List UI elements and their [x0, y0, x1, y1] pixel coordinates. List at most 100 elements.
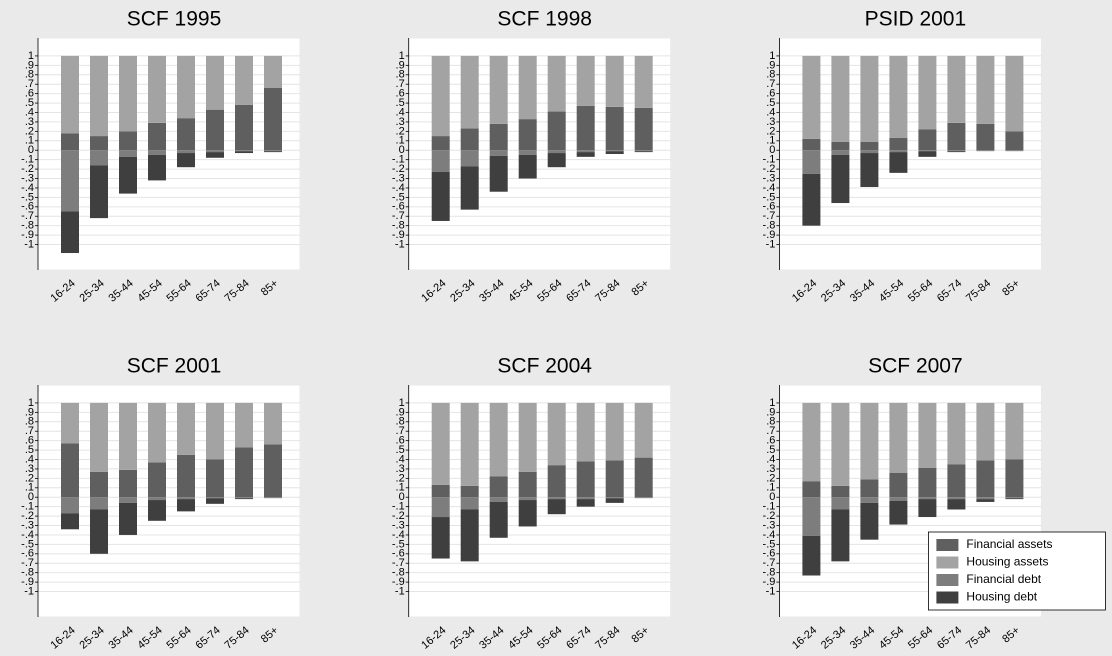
y-tick-label: -.3 — [763, 519, 776, 531]
bar-segment — [831, 509, 850, 562]
bar-segment — [489, 501, 508, 538]
bar-segment — [918, 499, 937, 518]
x-tick-label: 55-64 — [535, 277, 564, 304]
bar-segment — [518, 497, 537, 501]
x-tick-label: 35-44 — [848, 624, 877, 651]
bar-segment — [460, 55, 479, 129]
bar-segment — [460, 166, 479, 210]
bar-segment — [860, 55, 879, 142]
y-tick-label: .3 — [396, 116, 405, 128]
y-tick-label: -.3 — [21, 519, 34, 531]
bar-segment — [119, 131, 137, 151]
bar-segment — [177, 499, 195, 512]
bar-segment — [860, 497, 879, 503]
bar-segment — [1005, 131, 1024, 151]
y-tick-label: -.2 — [21, 510, 34, 522]
bar-segment — [206, 109, 224, 151]
x-tick-label: 35-44 — [107, 277, 136, 304]
x-tick-label: 16-24 — [419, 277, 448, 304]
y-tick-label: -.2 — [763, 163, 776, 175]
bar-segment — [119, 402, 137, 470]
x-tick-label: 55-64 — [906, 624, 935, 651]
bar-segment — [177, 454, 195, 498]
bar-segment — [460, 402, 479, 486]
y-tick-label: -.3 — [21, 172, 34, 184]
chart-title: SCF 1995 — [127, 8, 222, 31]
y-tick-label: -.3 — [763, 172, 776, 184]
bar-segment — [235, 55, 253, 105]
bar-segment — [206, 152, 224, 158]
bar-segment — [976, 55, 995, 124]
y-tick-label: .8 — [396, 69, 405, 81]
y-tick-label: -.6 — [21, 548, 34, 560]
bar-segment — [206, 498, 224, 504]
bar-segment — [976, 460, 995, 498]
x-tick-label: 45-54 — [506, 624, 535, 651]
plot-area — [778, 37, 1042, 271]
bar-segment — [918, 55, 937, 130]
y-tick-label: .7 — [396, 425, 405, 437]
bar-segment — [634, 55, 653, 108]
bar-segment — [264, 151, 282, 153]
bar-segment — [918, 467, 937, 498]
bar-segment — [119, 150, 137, 157]
bar-segment — [518, 154, 537, 179]
bar-segment — [431, 402, 450, 485]
bar-segment — [802, 535, 821, 576]
y-tick-label: -.4 — [392, 182, 405, 194]
bar-segment — [802, 55, 821, 139]
plot-area — [37, 384, 301, 618]
y-tick-label: -.1 — [392, 154, 405, 166]
plot-area — [408, 384, 672, 618]
y-tick-label: .7 — [766, 78, 775, 90]
chart-title: SCF 1998 — [497, 8, 592, 31]
bar-segment — [889, 402, 908, 473]
bar-segment — [489, 155, 508, 192]
y-tick-label: .5 — [766, 97, 775, 109]
y-tick-label: -.4 — [763, 529, 776, 541]
y-tick-label: 1 — [769, 50, 775, 62]
bar-segment — [976, 150, 995, 152]
y-tick-label: -1 — [766, 585, 776, 597]
bar-segment — [918, 150, 937, 152]
bar-segment — [460, 509, 479, 562]
y-tick-label: -.6 — [763, 201, 776, 213]
bar-segment — [918, 129, 937, 151]
y-tick-label: -.1 — [763, 154, 776, 166]
y-tick-label: .9 — [396, 59, 405, 71]
y-tick-label: .8 — [766, 416, 775, 428]
bar-segment — [576, 152, 595, 157]
bar-segment — [802, 481, 821, 498]
bar-segment — [235, 150, 253, 152]
bar-segment — [206, 459, 224, 498]
bar-segment — [148, 402, 166, 463]
y-tick-label: -1 — [766, 238, 776, 250]
bar-segment — [889, 501, 908, 525]
bar-segment — [177, 153, 195, 168]
y-tick-label: .9 — [766, 406, 775, 418]
y-tick-label: -.5 — [763, 538, 776, 550]
y-tick-label: -.7 — [392, 557, 405, 569]
bar-segment — [518, 471, 537, 498]
y-tick-label: .2 — [766, 472, 775, 484]
bar-segment — [634, 457, 653, 498]
x-tick-label: 16-24 — [790, 624, 819, 651]
bar-segment — [976, 499, 995, 502]
bar-segment — [148, 500, 166, 521]
y-tick-label: .9 — [396, 406, 405, 418]
panel: SCF 2004 1.9.8.7.6.5.4.3.2.10-.1-.2-.3-.4… — [392, 355, 672, 652]
bar-segment — [61, 443, 79, 498]
y-tick-label: -1 — [24, 585, 34, 597]
legend-swatch — [936, 574, 959, 586]
bar-segment — [576, 150, 595, 153]
bar-segment — [802, 138, 821, 151]
y-tick-label: .3 — [766, 463, 775, 475]
x-tick-label: 75-84 — [964, 624, 993, 651]
x-tick-label: 75-84 — [593, 277, 622, 304]
y-tick-label: 1 — [28, 397, 34, 409]
y-tick-label: 0 — [399, 491, 405, 503]
bar-segment — [177, 150, 195, 154]
bar-segment — [605, 460, 624, 498]
x-tick-label: 65-74 — [564, 624, 593, 651]
bar-segment — [576, 499, 595, 507]
